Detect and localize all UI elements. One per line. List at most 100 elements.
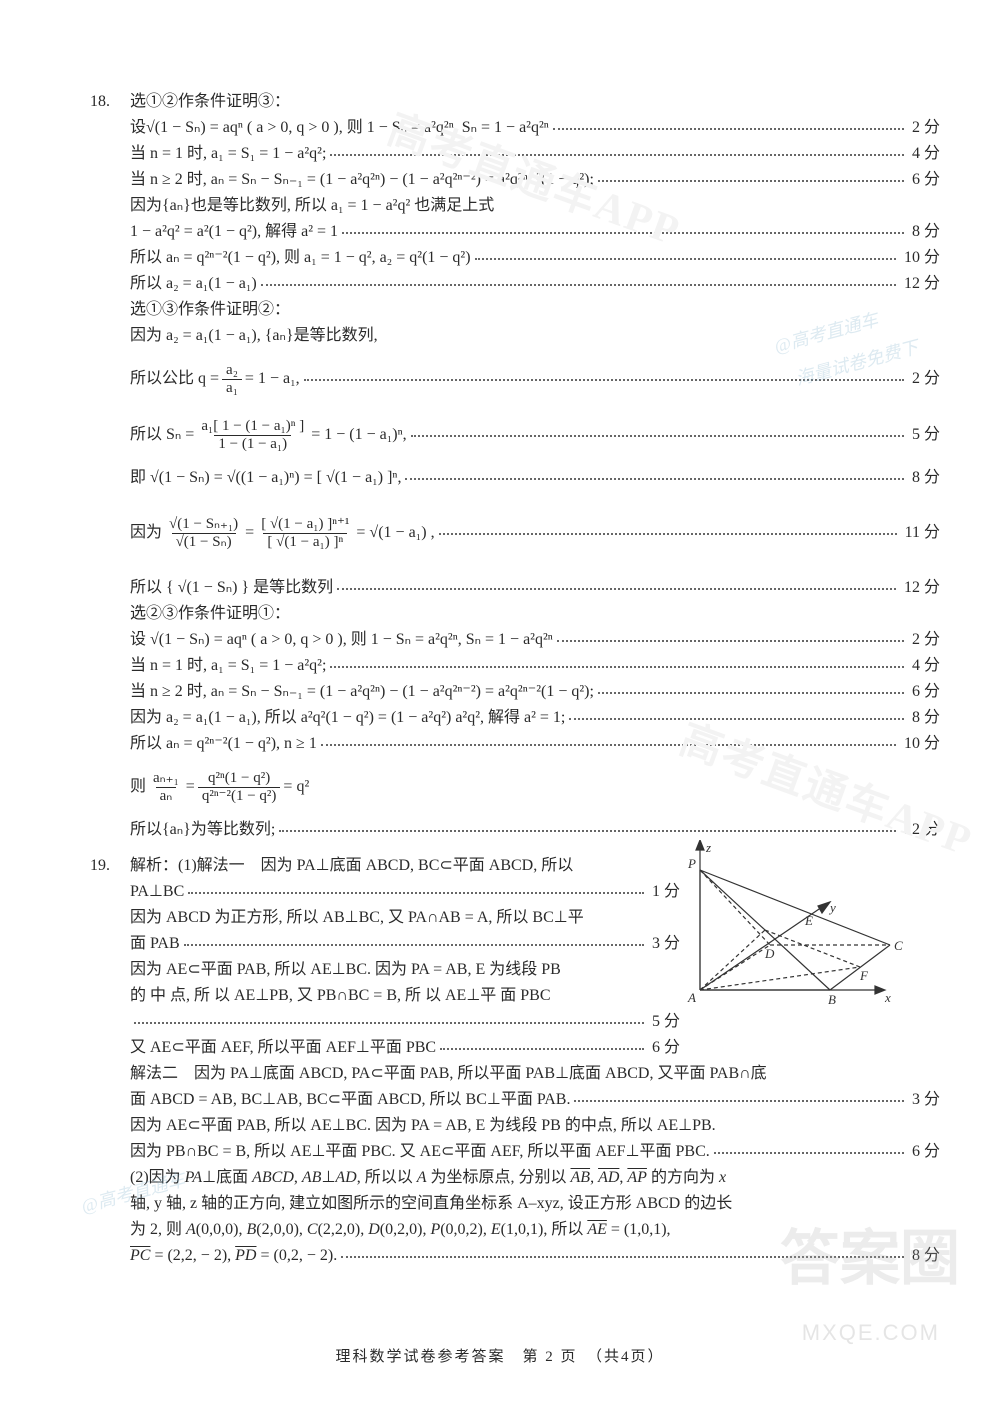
score: 12 分 xyxy=(900,576,940,600)
step-text: = 1 − (1 − a₁)ⁿ, xyxy=(311,423,406,447)
step-text: 解法二 因为 PA⊥底面 ABCD, PA⊂平面 PAB, 所以平面 PAB⊥底… xyxy=(130,1062,767,1086)
step-text: 所以公比 q = xyxy=(130,367,219,391)
step-text: 设√(1 − Sₙ) = aqⁿ ( a > 0, q > 0 ), 则 1 −… xyxy=(130,116,549,140)
step-text: 轴, y 轴, z 轴的正方向, 建立如图所示的空间直角坐标系 A–xyz, 设… xyxy=(130,1192,732,1216)
label-B: B xyxy=(828,992,836,1007)
dot-leader xyxy=(330,146,904,156)
score: 11 分 xyxy=(901,521,940,545)
step-text: = 1 − a₁, xyxy=(245,367,300,391)
step-text: 的 中 点, 所 以 AE⊥PB, 又 PB∩BC = B, 所 以 AE⊥平 … xyxy=(130,984,551,1008)
score: 8 分 xyxy=(908,466,940,490)
score: 5 分 xyxy=(908,423,940,447)
dot-leader xyxy=(553,120,904,130)
fraction: [ √(1 − a₁) ]ⁿ⁺¹[ √(1 − a₁) ]ⁿ xyxy=(257,516,353,550)
score: 6 分 xyxy=(908,1140,940,1164)
step-text: (2)因为 PA⊥底面 ABCD, AB⊥AD, 所以以 A 为坐标原点, 分别… xyxy=(130,1166,726,1190)
step-text: 因为 a₂ = a₁(1 − a₁), {aₙ}是等比数列, xyxy=(130,324,378,348)
dot-leader xyxy=(330,658,904,668)
label-y: y xyxy=(828,900,836,915)
problem-18: 18. 选①②作条件证明③： 设√(1 − Sₙ) = aqⁿ ( a > 0,… xyxy=(90,90,940,844)
step-text: 面 PAB xyxy=(130,932,180,956)
step-text: 当 n ≥ 2 时, aₙ = Sₙ − Sₙ₋₁ = (1 − a²q²ⁿ) … xyxy=(130,168,594,192)
label-x: x xyxy=(884,990,891,1005)
step-text: 所以 { √(1 − Sₙ) } 是等比数列 xyxy=(130,576,333,600)
step-text: 即 √(1 − Sₙ) = √((1 − a₁)ⁿ) = [ √(1 − a₁)… xyxy=(130,466,401,490)
dot-leader xyxy=(304,371,904,381)
label-P: P xyxy=(687,856,696,871)
step-text: 因为 ABCD 为正方形, 所以 AB⊥BC, 又 PA∩AB = A, 所以 … xyxy=(130,906,584,930)
label-z: z xyxy=(705,840,711,855)
step-text: PA⊥BC xyxy=(130,880,184,904)
step-text: 因为 PB∩BC = B, 所以 AE⊥平面 PBC. 又 AE⊂平面 AEF,… xyxy=(130,1140,710,1164)
dot-leader xyxy=(342,224,904,234)
score: 2 分 xyxy=(908,628,940,652)
dot-leader xyxy=(337,580,896,590)
dot-leader xyxy=(261,276,896,286)
step-text: PC = (2,2, − 2), PD = (0,2, − 2). xyxy=(130,1244,337,1268)
label-D: D xyxy=(764,946,775,961)
dot-leader xyxy=(598,172,904,182)
dot-leader xyxy=(439,525,897,535)
score: 8 分 xyxy=(908,220,940,244)
fraction: aₙ₊₁aₙ xyxy=(149,770,183,804)
step-text: = xyxy=(186,775,195,799)
dot-leader xyxy=(341,1248,904,1258)
step-text: 又 AE⊂平面 AEF, 所以平面 AEF⊥平面 PBC xyxy=(130,1036,436,1060)
watermark-url: MXQE.COM xyxy=(802,1316,940,1349)
label-E: E xyxy=(804,913,813,928)
step-text: 因为 AE⊂平面 PAB, 所以 AE⊥BC. 因为 PA = AB, E 为线… xyxy=(130,958,561,982)
score: 8 分 xyxy=(908,706,940,730)
step-text: 所以 aₙ = q²ⁿ⁻²(1 − q²), n ≥ 1 xyxy=(130,732,317,756)
dot-leader xyxy=(411,427,904,437)
step-text: 当 n = 1 时, a₁ = S₁ = 1 − a²q²; xyxy=(130,142,326,166)
score: 6 分 xyxy=(648,1036,680,1060)
score: 10 分 xyxy=(900,246,940,270)
score: 6 分 xyxy=(908,168,940,192)
heading: 选①②作条件证明③： xyxy=(130,90,290,114)
dot-leader xyxy=(321,736,896,746)
label-F: F xyxy=(859,968,869,983)
score: 12 分 xyxy=(900,818,940,842)
problem-number: 19. xyxy=(90,854,130,1270)
dot-leader xyxy=(184,936,644,946)
score: 2 分 xyxy=(908,116,940,140)
step-text: 因为 xyxy=(130,521,162,545)
page-footer: 理科数学试卷参考答案 第 2 页 （共4页） xyxy=(0,1346,1000,1369)
step-text: 解析：(1)解法一 因为 PA⊥底面 ABCD, BC⊂平面 ABCD, 所以 xyxy=(130,854,573,878)
step-text: 为 2, 则 A(0,0,0), B(2,0,0), C(2,2,0), D(0… xyxy=(130,1218,671,1242)
score: 4 分 xyxy=(908,142,940,166)
dot-leader xyxy=(598,684,904,694)
fraction: a₁[ 1 − (1 − a₁)ⁿ ]1 − (1 − a₁) xyxy=(197,418,308,452)
pyramid-diagram: P A B C D E F x y z xyxy=(670,840,920,1010)
step-text: 所以{aₙ}为等比数列; xyxy=(130,818,275,842)
label-A: A xyxy=(687,990,696,1005)
step-text: = q² xyxy=(283,775,309,799)
step-text: 当 n = 1 时, a₁ = S₁ = 1 − a²q²; xyxy=(130,654,326,678)
dot-leader xyxy=(279,822,896,832)
score: 8 分 xyxy=(908,1244,940,1268)
step-text: 因为 AE⊂平面 PAB, 所以 AE⊥BC. 因为 PA = AB, E 为线… xyxy=(130,1114,716,1138)
dot-leader xyxy=(569,710,904,720)
heading: 选②③作条件证明①： xyxy=(130,602,290,626)
fraction: √(1 − Sₙ₊₁)√(1 − Sₙ) xyxy=(165,516,242,550)
dot-leader xyxy=(440,1040,644,1050)
dot-leader xyxy=(188,884,644,894)
step-text: 因为{aₙ}也是等比数列, 所以 a₁ = 1 − a²q² 也满足上式 xyxy=(130,194,494,218)
step-text: 设 √(1 − Sₙ) = aqⁿ ( a > 0, q > 0 ), 则 1 … xyxy=(130,628,553,652)
dot-leader xyxy=(574,1092,904,1102)
step-text: 因为 a₂ = a₁(1 − a₁), 所以 a²q²(1 − q²) = (1… xyxy=(130,706,565,730)
dot-leader xyxy=(557,632,904,642)
score: 3 分 xyxy=(908,1088,940,1112)
step-text: 所以 Sₙ = xyxy=(130,423,194,447)
label-C: C xyxy=(894,938,903,953)
page-content: 18. 选①②作条件证明③： 设√(1 − Sₙ) = aqⁿ ( a > 0,… xyxy=(0,0,1000,1320)
step-text: 则 xyxy=(130,775,146,799)
score: 6 分 xyxy=(908,680,940,704)
dot-leader xyxy=(134,1014,644,1024)
step-text: = √(1 − a₁) , xyxy=(356,521,434,545)
step-text: 所以 a₂ = a₁(1 − a₁) xyxy=(130,272,257,296)
heading: 选①③作条件证明②： xyxy=(130,298,290,322)
score: 4 分 xyxy=(908,654,940,678)
dot-leader xyxy=(405,470,904,480)
score: 5 分 xyxy=(648,1010,680,1034)
